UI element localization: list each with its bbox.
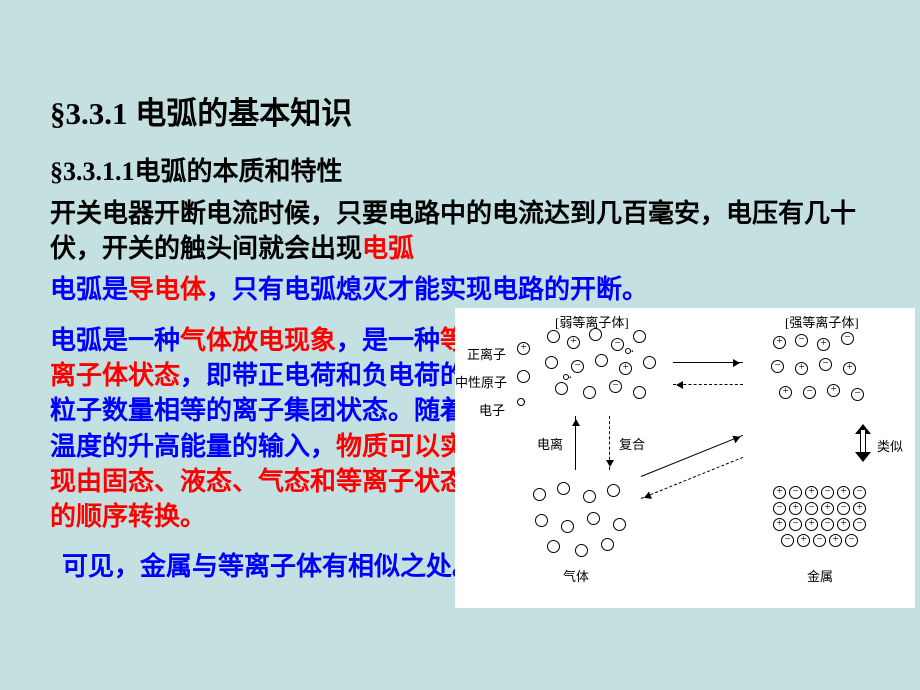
- arrow-gas-to-strong-diag: [641, 435, 743, 477]
- strong-particle: [779, 386, 792, 399]
- metal-particle: [829, 534, 842, 547]
- weak-particle: [555, 382, 568, 395]
- weak-particle: [633, 386, 646, 399]
- p3-a: 电弧是一种: [50, 326, 180, 355]
- weak-particle: [643, 356, 656, 369]
- p1-text-b: 电弧: [362, 234, 414, 263]
- weak-particle: [571, 360, 584, 373]
- gas-particle: [607, 484, 620, 497]
- p3-c: ，是一种: [336, 326, 440, 355]
- gas-particle: [557, 482, 570, 495]
- arrow-similar: [855, 416, 871, 470]
- strong-particle: [851, 388, 864, 401]
- gas-particle: [601, 538, 614, 551]
- title-main: §3.3.1 电弧的基本知识: [50, 88, 870, 133]
- metal-particle: [837, 518, 850, 531]
- strong-particle: [795, 334, 808, 347]
- weak-particle: [567, 336, 580, 349]
- weak-particle: [595, 354, 608, 367]
- metal-particle: [853, 518, 866, 531]
- metal-particle: [853, 486, 866, 499]
- metal-particle: [781, 534, 794, 547]
- arrow-weak-to-strong: [673, 362, 743, 363]
- gas-particle: [547, 540, 560, 553]
- label-electron: 电子: [479, 400, 505, 419]
- gas-particle: [613, 518, 626, 531]
- metal-particle: [789, 486, 802, 499]
- paragraph-1: 开关电器开断电流时候，只要电路中的电流达到几百毫安，电压有几十伏，开关的触头间就…: [50, 196, 870, 266]
- arrow-weak-to-gas: [609, 416, 610, 470]
- label-similar: 类似: [877, 436, 903, 455]
- strong-particle: [773, 336, 786, 349]
- gas-particle: [575, 544, 588, 557]
- strong-particle: [817, 338, 830, 351]
- p2-text-b: 导电体: [128, 275, 206, 304]
- metal-particle: [837, 502, 850, 515]
- gas-particle: [583, 490, 596, 503]
- strong-particle: [771, 360, 784, 373]
- metal-particle: [805, 502, 818, 515]
- weak-particle: [583, 386, 596, 399]
- weak-particle: [611, 338, 624, 351]
- label-strong-plasma: [强等离子体]: [785, 312, 859, 331]
- label-recombination: 复合: [619, 434, 645, 453]
- title-sub: §3.3.1.1电弧的本质和特性: [50, 151, 870, 188]
- paragraph-2: 电弧是导电体，只有电弧熄灭才能实现电路的开断。: [50, 272, 870, 307]
- legend-pos-icon: [517, 342, 530, 355]
- weak-particle: [609, 380, 622, 393]
- metal-particle: [773, 518, 786, 531]
- gas-particle: [561, 520, 574, 533]
- metal-particle: [845, 534, 858, 547]
- weak-particle: [545, 356, 558, 369]
- metal-particle: [805, 486, 818, 499]
- weak-particle: [589, 328, 602, 341]
- arrow-gas-to-weak: [575, 416, 576, 470]
- metal-particle: [853, 502, 866, 515]
- metal-particle: [821, 518, 834, 531]
- strong-particle: [819, 358, 832, 371]
- metal-particle: [789, 518, 802, 531]
- metal-particle: [789, 502, 802, 515]
- gas-particle: [533, 488, 546, 501]
- p2-text-c: ，只有电弧熄灭才能实现电路的开断。: [206, 275, 648, 304]
- metal-particle: [837, 486, 850, 499]
- p3-b: 气体放电现象: [180, 326, 336, 355]
- arrow-strong-to-gas-diag: [641, 457, 743, 499]
- gas-particle: [587, 512, 600, 525]
- p1-text-a: 开关电器开断电流时候，只要电路中的电流达到几百毫安，电压有几十伏，开关的触头间就…: [50, 199, 856, 263]
- label-positive-ion: 正离子: [467, 344, 506, 363]
- weak-particle: [547, 330, 560, 343]
- metal-particle: [821, 486, 834, 499]
- p2-text-a: 电弧是: [50, 275, 128, 304]
- gas-particle: [535, 514, 548, 527]
- strong-particle: [841, 332, 854, 345]
- label-gas: 气体: [563, 566, 589, 585]
- weak-particle: [563, 374, 569, 380]
- strong-particle: [827, 384, 840, 397]
- legend-neutral-icon: [517, 370, 530, 383]
- arrow-strong-to-weak: [673, 384, 743, 385]
- metal-particle: [773, 486, 786, 499]
- weak-particle: [619, 362, 632, 375]
- plasma-diagram: [弱等离子体] [强等离子体] 正离子 中性原子 电子: [455, 308, 915, 608]
- paragraph-3: 电弧是一种气体放电现象，是一种等离子体状态，即带正电荷和负电荷的粒子数量相等的离…: [50, 323, 480, 534]
- metal-particle: [773, 502, 786, 515]
- legend-electron-icon: [517, 398, 525, 406]
- label-ionization: 电离: [537, 434, 563, 453]
- weak-particle: [625, 348, 631, 354]
- strong-particle: [803, 386, 816, 399]
- metal-particle: [821, 502, 834, 515]
- strong-particle: [795, 362, 808, 375]
- conclusion: 可见，金属与等离子体有相似之处。: [62, 546, 480, 583]
- label-neutral-atom: 中性原子: [455, 372, 507, 391]
- weak-particle: [633, 330, 646, 343]
- label-metal: 金属: [807, 566, 833, 585]
- metal-particle: [805, 518, 818, 531]
- metal-particle: [813, 534, 826, 547]
- metal-particle: [797, 534, 810, 547]
- strong-particle: [843, 362, 856, 375]
